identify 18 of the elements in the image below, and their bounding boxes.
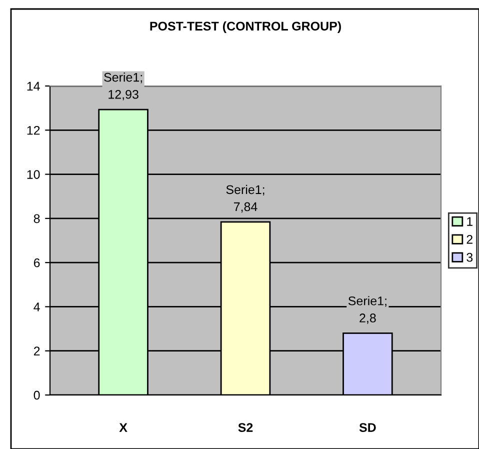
legend-label: 3 xyxy=(466,252,473,262)
legend-label: 1 xyxy=(467,217,472,226)
y-tick-label: 2 xyxy=(34,346,40,356)
x-tick-label: X xyxy=(119,423,128,432)
y-tick-label: 4 xyxy=(34,302,40,312)
data-label: Serie1; 2,8 xyxy=(348,296,386,324)
y-tick-label: 12 xyxy=(27,126,40,135)
y-tick-label: 8 xyxy=(34,214,40,224)
y-tick-label: 14 xyxy=(27,82,40,91)
y-tick-label: 6 xyxy=(34,258,40,268)
data-label: Serie1; 12,93 xyxy=(104,72,142,100)
chart-title: POST-TEST (CONTROL GROUP) xyxy=(150,21,341,34)
y-tick-label: 0 xyxy=(34,390,40,400)
y-tick-label: 10 xyxy=(27,170,40,179)
x-tick-label: S2 xyxy=(238,423,253,432)
legend-label: 2 xyxy=(466,235,472,244)
x-tick-label: SD xyxy=(359,423,376,432)
data-label: Serie1; 7,84 xyxy=(226,184,264,213)
